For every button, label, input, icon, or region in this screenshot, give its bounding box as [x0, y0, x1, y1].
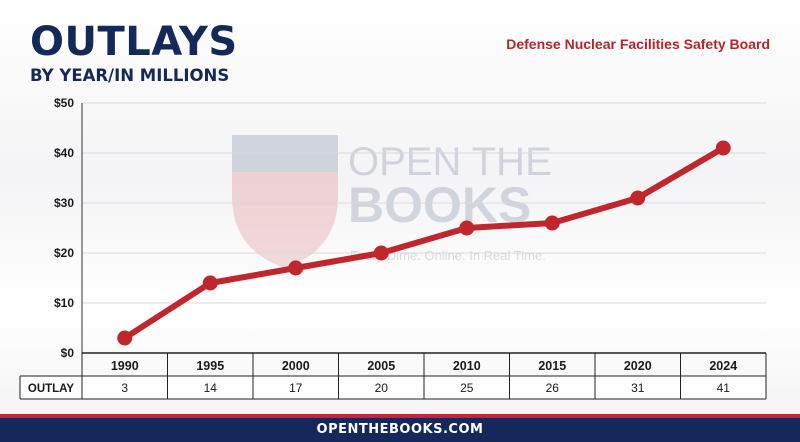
data-point [715, 140, 731, 156]
table-value-cell: 14 [204, 381, 218, 395]
x-tick-label: 2024 [709, 359, 737, 373]
y-tick-label: $40 [54, 146, 74, 160]
data-point [288, 260, 304, 276]
series-line-outlay [121, 145, 727, 341]
footer-accent-bar [0, 414, 800, 418]
y-tick-label: $20 [54, 246, 74, 260]
watermark-tagline: Every Dime. Online. In Real Time. [350, 248, 546, 263]
data-point [117, 330, 133, 346]
table-value-cell: 31 [631, 381, 645, 395]
table-value-cell: 3 [121, 381, 128, 395]
x-tick-label: 2000 [282, 359, 310, 373]
x-tick-label: 2015 [538, 359, 566, 373]
y-tick-label: $0 [61, 346, 75, 360]
open-the-books-watermark: OPEN THE BOOKS Every Dime. Online. In Re… [232, 135, 552, 268]
table-value-cell: 26 [546, 381, 560, 395]
watermark-line1: OPEN THE [348, 140, 552, 184]
data-point [373, 245, 389, 261]
chart-title: OUTLAYS [30, 19, 238, 65]
x-tick-label: 1995 [196, 359, 224, 373]
shield-logo-icon [232, 135, 338, 268]
agency-name: Defense Nuclear Facilities Safety Board [506, 36, 770, 52]
x-tick-label: 2020 [624, 359, 652, 373]
x-tick-label: 2010 [453, 359, 481, 373]
table-value-cell: 25 [460, 381, 474, 395]
data-point [202, 275, 218, 291]
table-value-cell: 41 [717, 381, 731, 395]
chart-subtitle: BY YEAR/IN MILLIONS [30, 66, 230, 85]
x-tick-label: 2005 [367, 359, 395, 373]
y-tick-label: $50 [54, 96, 74, 110]
table-value-cell: 17 [289, 381, 303, 395]
y-tick-label: $10 [54, 296, 74, 310]
data-point [630, 190, 646, 206]
y-tick-label: $30 [54, 196, 74, 210]
table-value-cell: 20 [375, 381, 389, 395]
table-background [20, 376, 766, 399]
table-row-label: OUTLAY [28, 383, 75, 395]
x-tick-label: 1990 [111, 359, 139, 373]
footer-url-link[interactable]: OPENTHEBOOKS.COM [0, 418, 800, 442]
data-point [459, 220, 475, 236]
data-point [544, 215, 560, 231]
